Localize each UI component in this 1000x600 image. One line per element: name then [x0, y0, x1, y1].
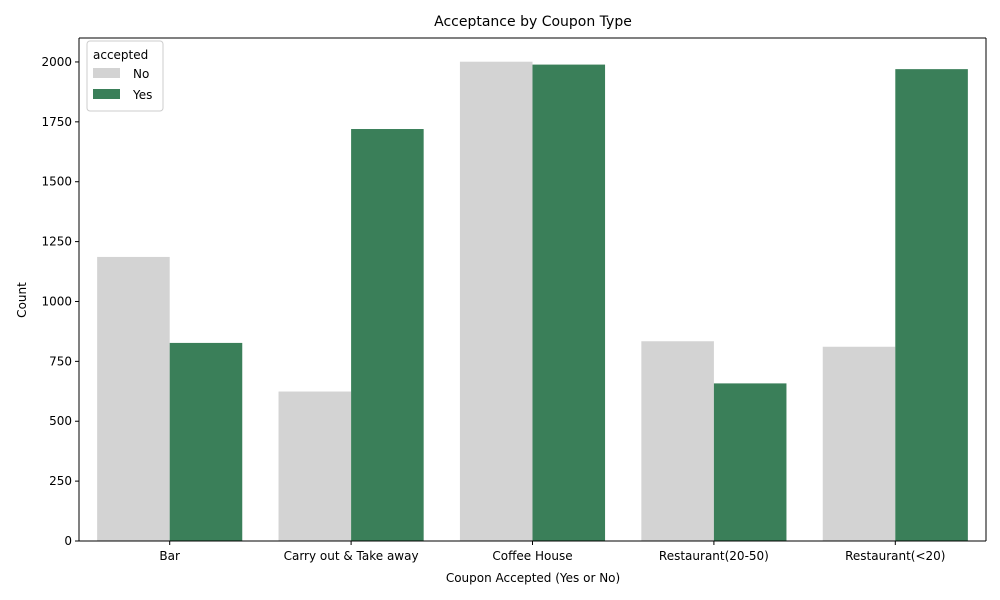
bar-yes-1 [351, 129, 424, 541]
bar-no-4 [822, 346, 896, 541]
legend-swatch-yes [93, 89, 120, 99]
chart-title: Acceptance by Coupon Type [434, 14, 632, 30]
axes-group: 0 250 500 750 1000 1250 1500 1750 2000 Bar Carry o… [41, 37, 987, 563]
bars-group [97, 61, 968, 541]
x-tick-label: Coffee House [492, 549, 572, 563]
y-tick-label: 750 [49, 354, 72, 368]
bar-no-2 [459, 61, 533, 541]
y-tick-label: 1000 [41, 294, 72, 308]
y-tick-label: 1750 [41, 115, 72, 129]
y-tick-label: 2000 [41, 55, 72, 69]
y-axis-label: Count [15, 282, 29, 318]
x-axis-label: Coupon Accepted (Yes or No) [446, 571, 620, 585]
y-tick-label: 1250 [41, 235, 72, 249]
y-tick-label: 1500 [41, 175, 72, 189]
y-tick-label: 0 [64, 534, 72, 548]
legend-swatch-no [93, 68, 120, 78]
bar-yes-2 [532, 64, 606, 541]
legend: accepted No Yes [86, 40, 164, 112]
bar-yes-3 [713, 383, 787, 541]
x-tick-label: Restaurant(20-50) [659, 549, 769, 563]
y-tick-label: 250 [49, 474, 72, 488]
bar-yes-0 [169, 342, 243, 541]
bar-no-3 [641, 341, 714, 541]
x-tick-label: Bar [159, 549, 180, 563]
bar-yes-4 [895, 69, 968, 541]
x-tick-label: Restaurant(<20) [845, 549, 945, 563]
legend-label-no: No [133, 67, 149, 81]
legend-title: accepted [93, 48, 148, 62]
x-tick-label: Carry out & Take away [284, 549, 419, 563]
y-tick-label: 500 [49, 414, 72, 428]
bar-no-0 [97, 256, 170, 541]
legend-label-yes: Yes [132, 88, 152, 102]
bar-no-1 [278, 391, 352, 541]
